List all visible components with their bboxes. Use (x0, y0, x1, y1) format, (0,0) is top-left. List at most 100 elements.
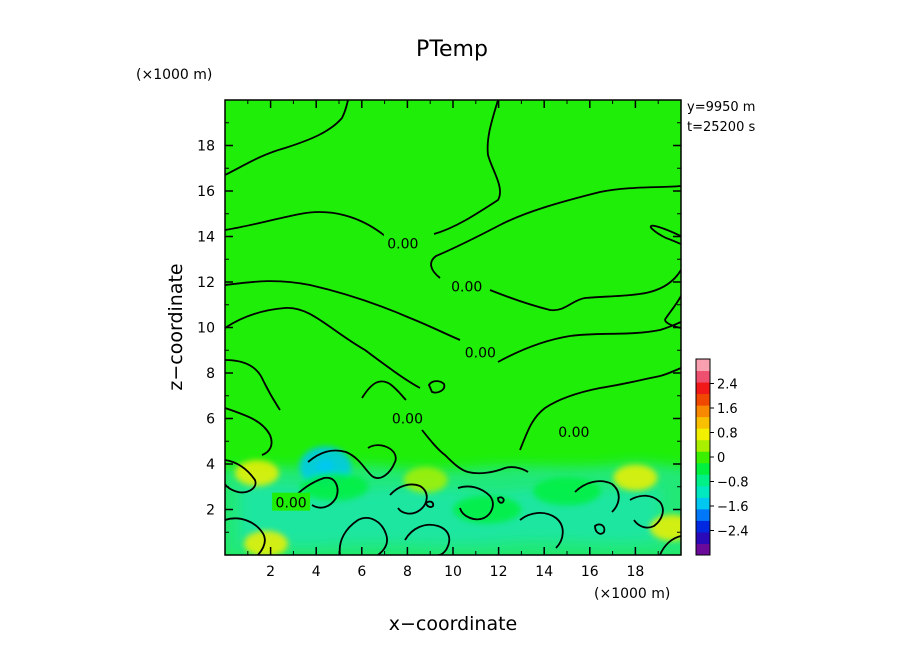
colorbar-segment (696, 462, 710, 475)
contour-label-bg (447, 276, 486, 295)
x-unit-label: (×1000 m) (594, 586, 670, 602)
y-tick-label: 2 (206, 503, 215, 519)
contour-line (225, 407, 273, 456)
contour-label-0: 0.00 (383, 233, 422, 252)
colorbar-segment (696, 428, 710, 441)
contour-labels: 0.00 0.00 0.00 0.00 0.00 0.00 (272, 233, 593, 512)
contour-label-text: 0.00 (465, 346, 496, 362)
contour-line (497, 321, 681, 363)
field-warm-blob-5 (649, 514, 681, 541)
contour-line (291, 476, 339, 509)
contour-lines (225, 100, 681, 555)
x-tick-label: 10 (444, 564, 462, 580)
contour-line (307, 444, 397, 479)
info-y-position: y=9950 m (687, 100, 755, 115)
y-tick-label: 8 (206, 366, 215, 382)
field-cool-blob-7 (533, 477, 601, 506)
colorbar-segment (696, 405, 710, 418)
colorbar-segment (696, 520, 710, 533)
field-cool-blob-8 (453, 495, 522, 524)
colorbar-segment (696, 543, 710, 556)
contour-line (457, 485, 494, 521)
contour-label-bg (272, 492, 311, 511)
contour-label-text: 0.00 (558, 425, 589, 441)
contour-line (225, 211, 386, 237)
contour-line (430, 185, 681, 279)
colorbar-tick-label: −1.6 (717, 500, 749, 515)
colorbar-tick-label: −0.8 (717, 476, 749, 491)
field-warm-blob-3 (403, 466, 448, 493)
x-axis-title: x−coordinate (389, 613, 518, 635)
colorbar-tick-label: 2.4 (717, 378, 738, 393)
info-time: t=25200 s (687, 120, 755, 135)
contour-line (361, 380, 407, 401)
colorbar-segment (696, 416, 710, 429)
colorbar-segment (696, 359, 710, 372)
contour-line (225, 307, 421, 389)
y-tick-label: 14 (197, 230, 215, 246)
temperature-field (225, 446, 681, 555)
x-tick-label: 8 (403, 564, 412, 580)
contour-line (574, 480, 620, 513)
field-cool-blob-6 (300, 472, 369, 501)
contour-line (519, 367, 681, 451)
contour-line (659, 535, 681, 555)
field-warm-blob-1 (613, 464, 658, 491)
contour-line (649, 224, 681, 245)
contour-line (225, 459, 257, 494)
contour-label-bg (388, 408, 427, 427)
y-tick-label: 4 (206, 457, 215, 473)
contour-line (225, 100, 349, 176)
contour-line (594, 523, 606, 535)
x-tick-label: 12 (490, 564, 508, 580)
contour-line (629, 494, 664, 529)
x-tick-label: 16 (581, 564, 599, 580)
plot-area: 0.000.000.000.000.000.00 2 4 6 8 10 12 14 16 18 … (197, 99, 682, 580)
x-tick-label: 2 (266, 564, 275, 580)
colorbar-segment (696, 485, 710, 498)
colorbar-segment (696, 531, 710, 544)
colorbar-segment (696, 474, 710, 487)
x-tick-label: 18 (626, 564, 644, 580)
contour-label-text: 0.00 (451, 280, 482, 296)
colorbar-segment (696, 370, 710, 383)
contour-line (225, 359, 281, 411)
field-warm-blob-4 (244, 530, 289, 555)
contour-label-text: 0.00 (276, 496, 307, 512)
colorbar: 2.4 1.6 0.8 0 −0.8 −1.6 −2.4 (695, 358, 749, 556)
contour-line (433, 100, 501, 235)
colorbar-tick-label: 0.8 (717, 427, 738, 442)
contour-line (497, 496, 505, 504)
field-anomalies (234, 446, 681, 555)
contour-label-1: 0.00 (447, 276, 486, 296)
colorbar-tick-label: −2.4 (717, 525, 749, 540)
y-tick-label: 6 (206, 412, 215, 428)
y-tick-label: 18 (197, 139, 215, 155)
colorbar-tick-label: 1.6 (717, 402, 738, 417)
field-cold-core (316, 459, 335, 474)
contour-line (389, 483, 428, 515)
contour-line (424, 500, 435, 508)
colorbar-segment (696, 451, 710, 464)
colorbar-segment (696, 508, 710, 521)
chart-title: PTemp (416, 37, 488, 62)
contour-label-3: 0.00 (388, 408, 427, 428)
contour-label-bg (383, 233, 422, 252)
contour-line (225, 517, 266, 555)
y-tick-label: 16 (197, 184, 215, 200)
field-warm-blob-2 (234, 460, 279, 487)
contour-label-bg (461, 342, 500, 361)
contour-line (421, 429, 529, 475)
x-tick-label: 6 (357, 564, 366, 580)
colorbar-segment (696, 439, 710, 452)
contour-line (427, 380, 446, 394)
contour-label-4: 0.00 (554, 422, 593, 441)
x-tick-label: 14 (535, 564, 553, 580)
contour-label-bg (554, 422, 593, 441)
colorbar-segment (696, 382, 710, 395)
x-axis: 2 4 6 8 10 12 14 16 18 (247, 100, 659, 580)
y-tick-label: 10 (197, 321, 215, 337)
contour-line (338, 517, 388, 555)
contour-label-text: 0.00 (392, 412, 423, 428)
